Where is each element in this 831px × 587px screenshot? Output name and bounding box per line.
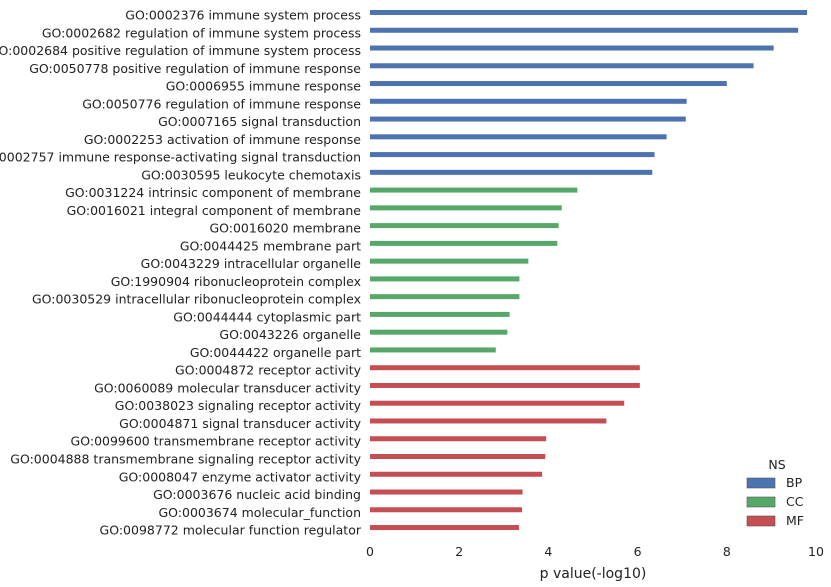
x-tick-label: 2 [455,544,463,559]
x-tick-label: 8 [723,544,731,559]
bar-4 [370,63,754,69]
category-labels-group: GO:0002376 immune system process GO:00026… [0,8,362,538]
bar-17 [370,294,520,300]
legend-label-mf: MF [786,513,804,528]
bar-28 [370,489,523,495]
bar-1 [370,10,808,15]
category-label: GO:0044422 organelle part [190,345,361,360]
category-label: GO:0044444 cytoplasmic part [173,309,361,324]
category-label: GO:0004888 transmembrane signaling recep… [10,452,361,467]
bar-14 [370,240,558,246]
bar-8 [370,134,667,140]
category-label: GO:0003674 molecular_function [158,505,361,520]
bar-30 [370,525,519,531]
bar-24 [370,418,607,424]
bar-9 [370,152,655,158]
bar-26 [370,454,546,459]
category-label: GO:0006955 immune response [166,79,362,94]
category-label: GO:0007165 signal transduction [158,114,361,129]
bar-10 [370,169,653,175]
legend-label-bp: BP [786,475,803,490]
category-label: GO:0038023 signaling receptor activity [115,398,362,413]
category-label: GO:0002682 regulation of immune system p… [42,25,361,40]
bar-13 [370,223,559,229]
category-label: GO:0004871 signal transducer activity [119,416,361,431]
bar-29 [370,507,523,513]
category-label: GO:0008047 enzyme activator activity [119,469,362,484]
x-tick-label: 10 [808,544,824,559]
x-tick-labels-group: 0 2 4 6 8 10 [366,544,824,559]
legend-title: NS [768,457,785,472]
category-label: GO:0030529 intracellular ribonucleoprote… [32,292,361,307]
legend-swatch-cc [746,496,776,508]
category-label: GO:0050776 regulation of immune response [82,96,361,111]
category-label: GO:0099600 transmembrane receptor activi… [71,434,362,449]
category-label: GO:0004872 receptor activity [175,363,362,378]
bar-18 [370,311,510,317]
category-label: GO:1990904 ribonucleoprotein complex [111,274,361,289]
category-label: GO:0043226 organelle [219,327,361,342]
bar-2 [370,27,799,33]
category-label: GO:0016021 integral component of membran… [67,203,362,218]
category-label: GO:0016020 membrane [209,221,361,236]
category-label: GO:0002376 immune system process [125,8,361,23]
legend-swatch-bp [746,477,776,489]
x-axis-title: p value(-log10) [540,566,647,582]
category-label: GO:0043229 intracellular organelle [141,256,362,271]
x-tick-label: 4 [544,544,552,559]
x-tick-label: 6 [634,544,642,559]
bar-21 [370,365,640,371]
bar-23 [370,400,625,406]
category-label: GO:0002253 activation of immune response [84,132,361,147]
bar-20 [370,347,496,353]
legend-label-cc: CC [786,494,804,509]
category-label: GO:0098772 molecular function regulator [100,523,362,538]
bar-15 [370,258,529,264]
bar-16 [370,276,520,282]
category-label: GO:0002757 immune response-activating si… [0,150,361,165]
legend-swatch-mf [746,515,776,527]
category-label: GO:0031224 intrinsic component of membra… [65,185,361,200]
bar-7 [370,116,686,122]
bar-3 [370,45,774,51]
category-label: GO:0050778 positive regulation of immune… [29,61,361,76]
bar-6 [370,98,687,104]
x-tick-label: 0 [366,544,374,559]
bar-19 [370,329,508,335]
category-label: GO:0060089 molecular transducer activity [94,380,362,395]
category-label: GO:0002684 positive regulation of immune… [0,43,361,58]
category-label: GO:0030595 leukocyte chemotaxis [141,167,361,182]
legend: NS BP CC MF [746,457,804,528]
bar-5 [370,81,727,87]
category-label: GO:0044425 membrane part [180,238,361,253]
category-label: GO:0003676 nucleic acid binding [153,487,361,502]
bar-25 [370,436,547,442]
bar-12 [370,205,562,211]
bar-11 [370,187,578,193]
bars-group [370,10,808,531]
bar-22 [370,382,640,388]
bar-27 [370,471,543,477]
